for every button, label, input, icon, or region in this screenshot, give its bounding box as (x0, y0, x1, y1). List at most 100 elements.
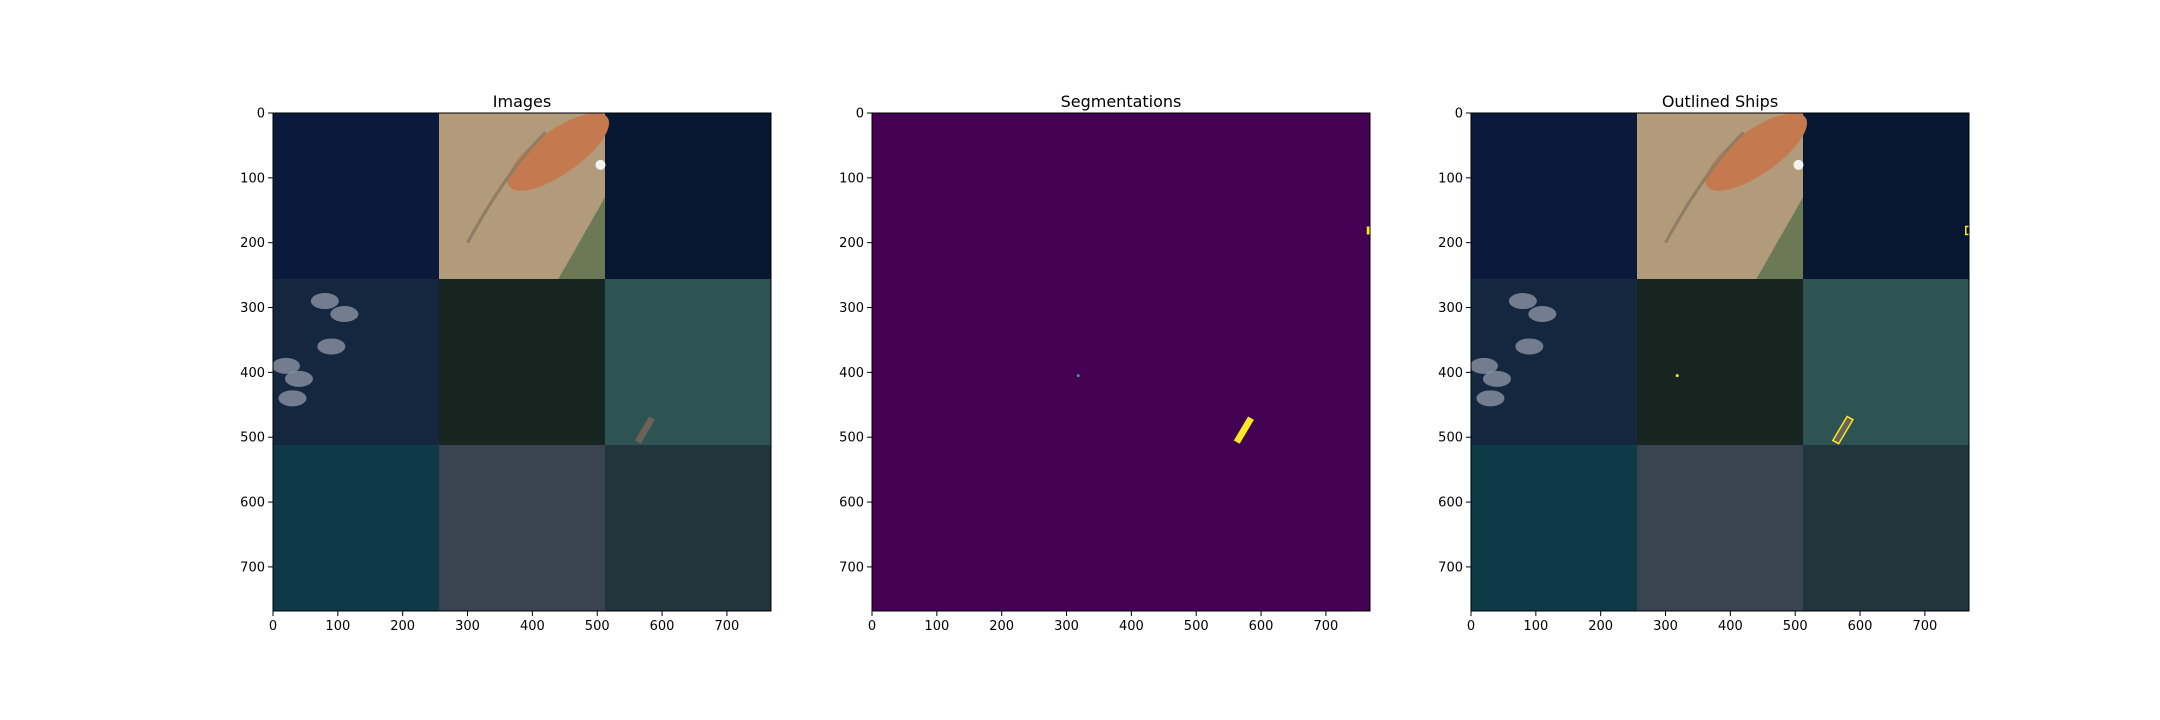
cloud (278, 390, 307, 407)
image-tile (1471, 279, 1638, 446)
ship-mask (1076, 374, 1080, 378)
x-tick-label: 300 (1653, 619, 1678, 634)
cloud (1528, 306, 1557, 323)
road (1664, 131, 1745, 244)
image-tile (1637, 279, 1804, 446)
grass (558, 197, 605, 279)
cloud (310, 293, 339, 310)
image-panel (273, 113, 771, 611)
panel-title: Images (493, 92, 551, 111)
x-tick-label: 600 (650, 619, 675, 634)
x-tick-label: 600 (1848, 619, 1873, 634)
y-tick-label: 600 (240, 496, 265, 511)
cloud (284, 370, 313, 387)
x-tick-label: 200 (989, 619, 1014, 634)
y-tick-label: 200 (240, 236, 265, 251)
grass (1756, 197, 1803, 279)
image-tile (1803, 445, 1969, 611)
y-tick-label: 100 (839, 171, 864, 186)
y-tick-label: 0 (1455, 107, 1463, 122)
image-tile (273, 279, 440, 446)
y-tick-label: 600 (839, 496, 864, 511)
y-tick-label: 400 (839, 366, 864, 381)
field (1705, 113, 1808, 191)
image-tile (439, 279, 606, 446)
y-tick-label: 600 (1438, 496, 1463, 511)
building (595, 159, 606, 170)
x-tick-label: 500 (1184, 619, 1209, 634)
axes-frame (272, 112, 772, 612)
y-tick-label: 500 (839, 431, 864, 446)
panel-title: Segmentations (1061, 92, 1182, 111)
image-tile (1637, 445, 1804, 611)
x-tick-label: 700 (1912, 619, 1937, 634)
image-tile (439, 445, 606, 611)
road (466, 131, 547, 244)
x-tick-label: 100 (325, 619, 350, 634)
x-tick-label: 200 (1588, 619, 1613, 634)
cloud (1508, 293, 1537, 310)
x-tick-label: 300 (1054, 619, 1079, 634)
ship (634, 416, 655, 444)
cloud (1515, 338, 1544, 355)
x-tick-label: 500 (1783, 619, 1808, 634)
y-tick-label: 700 (839, 560, 864, 575)
x-tick-label: 0 (1467, 619, 1475, 634)
cloud (1482, 370, 1511, 387)
y-tick-label: 300 (1438, 301, 1463, 316)
x-tick-label: 100 (1523, 619, 1548, 634)
x-tick-label: 0 (269, 619, 277, 634)
y-tick-label: 100 (240, 171, 265, 186)
image-tile (273, 445, 440, 611)
ship-outline (1831, 415, 1854, 445)
mask-background (872, 113, 1370, 611)
x-tick-label: 0 (868, 619, 876, 634)
y-tick-label: 0 (257, 107, 265, 122)
x-tick-label: 500 (585, 619, 610, 634)
y-tick-label: 200 (839, 236, 864, 251)
image-panel (1471, 113, 1969, 611)
ship (1832, 416, 1853, 444)
x-tick-label: 600 (1249, 619, 1274, 634)
x-tick-label: 700 (1313, 619, 1338, 634)
y-tick-label: 400 (1438, 366, 1463, 381)
x-tick-label: 400 (520, 619, 545, 634)
cloud (317, 338, 346, 355)
image-tile (605, 279, 771, 446)
image-panel (872, 113, 1370, 611)
y-tick-label: 100 (1438, 171, 1463, 186)
cloud (330, 306, 359, 323)
y-tick-label: 500 (1438, 431, 1463, 446)
cloud (1471, 357, 1498, 374)
ship-mask (1233, 416, 1254, 444)
y-tick-label: 300 (839, 301, 864, 316)
y-tick-label: 0 (856, 107, 864, 122)
image-tile (605, 113, 771, 280)
building (1793, 159, 1804, 170)
cloud (273, 357, 300, 374)
image-tile (605, 445, 771, 611)
y-tick-label: 300 (240, 301, 265, 316)
axes-frame (1470, 112, 1970, 612)
field (507, 113, 610, 191)
x-tick-label: 400 (1119, 619, 1144, 634)
ship-outline (1675, 374, 1679, 378)
image-tile (1803, 113, 1969, 280)
image-tile (273, 113, 440, 280)
x-tick-label: 200 (390, 619, 415, 634)
y-tick-label: 500 (240, 431, 265, 446)
image-tile (1471, 113, 1638, 280)
cloud (1476, 390, 1505, 407)
y-tick-label: 700 (240, 560, 265, 575)
y-tick-label: 700 (1438, 560, 1463, 575)
y-tick-label: 400 (240, 366, 265, 381)
x-tick-label: 700 (714, 619, 739, 634)
panel-title: Outlined Ships (1662, 92, 1778, 111)
axes-frame (871, 112, 1371, 612)
ship-mask (1366, 226, 1370, 235)
image-tile (1803, 279, 1969, 446)
x-tick-label: 400 (1718, 619, 1743, 634)
x-tick-label: 300 (455, 619, 480, 634)
